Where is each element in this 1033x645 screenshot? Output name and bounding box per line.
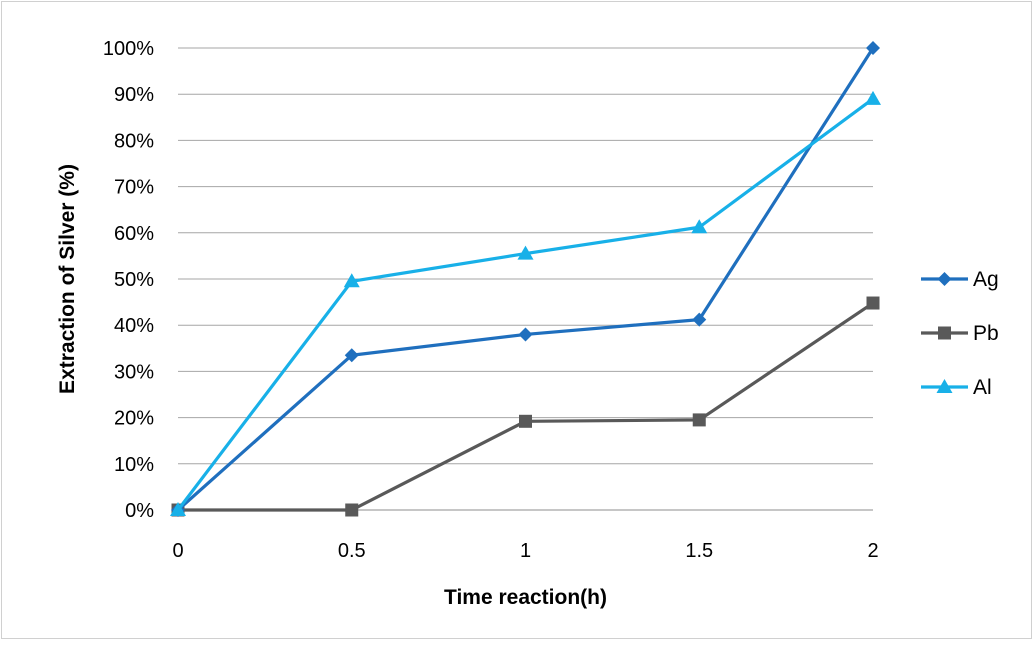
y-tick-label: 100%: [103, 38, 154, 60]
y-tick-label: 40%: [114, 315, 154, 337]
x-tick-label: 1: [520, 540, 531, 562]
x-tick-label: 0: [172, 540, 183, 562]
data-point-pb: [519, 415, 532, 428]
x-tick-label: 2: [867, 540, 878, 562]
y-tick-label: 70%: [114, 177, 154, 199]
y-tick-label: 50%: [114, 269, 154, 291]
y-tick-label: 30%: [114, 361, 154, 383]
data-point-pb: [345, 504, 358, 517]
x-tick-label: 0.5: [338, 540, 366, 562]
y-tick-label: 20%: [114, 408, 154, 430]
y-tick-label: 90%: [114, 84, 154, 106]
legend-label-al: Al: [973, 376, 992, 399]
legend-label-ag: Ag: [973, 268, 999, 291]
x-axis-title: Time reaction(h): [444, 586, 607, 609]
y-tick-label: 10%: [114, 454, 154, 476]
y-tick-label: 60%: [114, 223, 154, 245]
y-tick-label: 0%: [125, 500, 154, 522]
legend-label-pb: Pb: [973, 322, 999, 345]
x-tick-label: 1.5: [685, 540, 713, 562]
data-point-pb: [693, 413, 706, 426]
legend-marker-pb: [938, 327, 951, 340]
data-point-pb: [867, 297, 880, 310]
y-axis-title: Extraction of Silver (%): [56, 164, 79, 394]
y-tick-label: 80%: [114, 130, 154, 152]
